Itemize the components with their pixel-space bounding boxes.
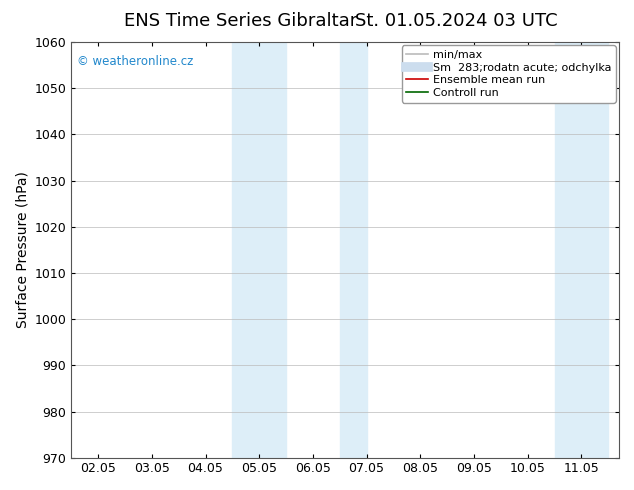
Bar — [555, 42, 608, 458]
Bar — [233, 42, 286, 458]
Text: © weatheronline.cz: © weatheronline.cz — [77, 54, 193, 68]
Y-axis label: Surface Pressure (hPa): Surface Pressure (hPa) — [15, 172, 29, 328]
Text: ENS Time Series Gibraltar: ENS Time Series Gibraltar — [124, 12, 358, 30]
Bar — [340, 42, 366, 458]
Text: St. 01.05.2024 03 UTC: St. 01.05.2024 03 UTC — [355, 12, 558, 30]
Legend: min/max, Sm  283;rodatn acute; odchylka, Ensemble mean run, Controll run: min/max, Sm 283;rodatn acute; odchylka, … — [401, 46, 616, 102]
